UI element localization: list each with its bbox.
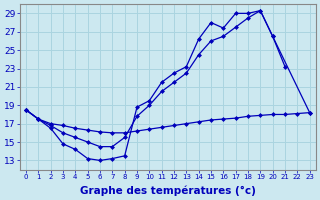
X-axis label: Graphe des températures (°c): Graphe des températures (°c) bbox=[80, 185, 256, 196]
